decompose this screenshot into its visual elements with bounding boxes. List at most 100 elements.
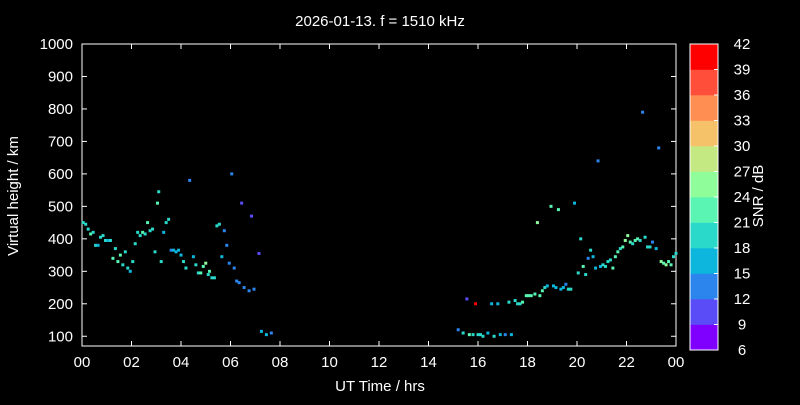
data-point bbox=[594, 266, 598, 270]
data-point bbox=[199, 271, 203, 275]
data-point bbox=[579, 237, 583, 241]
data-point bbox=[465, 297, 469, 301]
data-point bbox=[527, 294, 531, 298]
data-point bbox=[164, 221, 168, 225]
colorbar-segment bbox=[690, 69, 718, 96]
data-point bbox=[217, 222, 221, 226]
data-point bbox=[196, 271, 200, 275]
data-point bbox=[96, 243, 100, 247]
data-point bbox=[650, 240, 654, 244]
data-point bbox=[657, 146, 661, 150]
data-point bbox=[126, 266, 130, 270]
data-point bbox=[573, 201, 577, 205]
data-point bbox=[654, 247, 658, 251]
colorbar-tick-label: 12 bbox=[734, 291, 751, 308]
data-point bbox=[467, 333, 471, 337]
data-point bbox=[89, 232, 93, 236]
data-point bbox=[471, 333, 475, 337]
data-point bbox=[559, 287, 563, 291]
data-point bbox=[662, 261, 666, 265]
colorbar: 6 9 12 15 18 21 24 27 30 33 36 39 42 bbox=[689, 36, 751, 359]
data-points bbox=[81, 110, 678, 338]
data-point bbox=[586, 256, 590, 260]
y-tick-label: 100 bbox=[48, 328, 73, 345]
data-point bbox=[616, 250, 620, 254]
data-point bbox=[648, 245, 652, 249]
data-point bbox=[490, 302, 494, 306]
data-point bbox=[486, 331, 490, 335]
data-point bbox=[264, 333, 268, 337]
data-point bbox=[664, 263, 668, 267]
x-tick-label: 20 bbox=[569, 354, 586, 371]
colorbar-tick-label: 15 bbox=[734, 266, 751, 283]
x-tick-label: 00 bbox=[74, 354, 91, 371]
y-tick-label: 200 bbox=[48, 296, 73, 313]
colorbar-tick-label: 42 bbox=[734, 36, 751, 53]
data-point bbox=[669, 263, 673, 267]
colorbar-tick-label: 33 bbox=[734, 113, 751, 130]
x-tick-label: 00 bbox=[668, 354, 685, 371]
x-tick-label: 12 bbox=[371, 354, 388, 371]
data-point bbox=[146, 221, 150, 225]
plot-frame bbox=[81, 43, 677, 347]
data-point bbox=[626, 234, 630, 238]
colorbar-tick-label: 21 bbox=[734, 215, 751, 232]
colorbar-segment bbox=[690, 171, 718, 198]
data-point bbox=[543, 286, 547, 290]
data-point bbox=[215, 224, 219, 228]
data-point bbox=[608, 258, 612, 262]
data-point bbox=[535, 221, 539, 225]
data-point bbox=[599, 264, 603, 268]
data-point bbox=[155, 201, 159, 205]
data-point bbox=[603, 264, 607, 268]
data-point bbox=[618, 247, 622, 251]
data-point bbox=[589, 248, 593, 252]
data-point bbox=[162, 230, 166, 234]
colorbar-segment bbox=[690, 248, 718, 274]
data-point bbox=[518, 302, 522, 306]
data-point bbox=[136, 230, 140, 234]
data-point bbox=[667, 260, 671, 264]
data-point bbox=[551, 284, 555, 288]
data-point bbox=[596, 159, 600, 163]
data-point bbox=[106, 238, 110, 242]
colorbar-segment bbox=[690, 273, 718, 300]
data-point bbox=[507, 300, 511, 304]
y-tick-label: 600 bbox=[48, 166, 73, 183]
data-point bbox=[503, 333, 507, 337]
colorbar-segment bbox=[690, 324, 718, 351]
data-point bbox=[591, 255, 595, 259]
data-point bbox=[247, 289, 251, 293]
data-point bbox=[566, 287, 570, 291]
data-point bbox=[133, 242, 137, 246]
data-point bbox=[529, 294, 533, 298]
data-point bbox=[269, 331, 273, 335]
data-point bbox=[240, 201, 244, 205]
data-point bbox=[674, 251, 678, 255]
data-point bbox=[509, 333, 513, 337]
data-point bbox=[623, 238, 627, 242]
data-point bbox=[159, 260, 163, 264]
data-point bbox=[533, 292, 537, 296]
data-point bbox=[204, 261, 208, 265]
data-point bbox=[84, 222, 88, 226]
x-tick-label: 22 bbox=[618, 354, 635, 371]
data-point bbox=[672, 255, 676, 259]
data-point bbox=[621, 245, 625, 249]
x-tick-label: 02 bbox=[123, 354, 140, 371]
data-point bbox=[118, 253, 122, 257]
colorbar-tick-label: 39 bbox=[734, 62, 751, 79]
y-tick-label: 900 bbox=[48, 68, 73, 85]
y-tick-label: 400 bbox=[48, 231, 73, 248]
data-point bbox=[169, 248, 173, 252]
data-point bbox=[633, 238, 637, 242]
data-point bbox=[230, 172, 234, 176]
y-tick-label: 1000 bbox=[40, 36, 73, 53]
data-point bbox=[456, 328, 460, 332]
data-point bbox=[184, 266, 188, 270]
data-point bbox=[220, 255, 224, 259]
colorbar-tick-label: 18 bbox=[734, 240, 751, 257]
data-point bbox=[631, 242, 635, 246]
colorbar-segment bbox=[690, 146, 718, 172]
data-point bbox=[611, 266, 615, 270]
